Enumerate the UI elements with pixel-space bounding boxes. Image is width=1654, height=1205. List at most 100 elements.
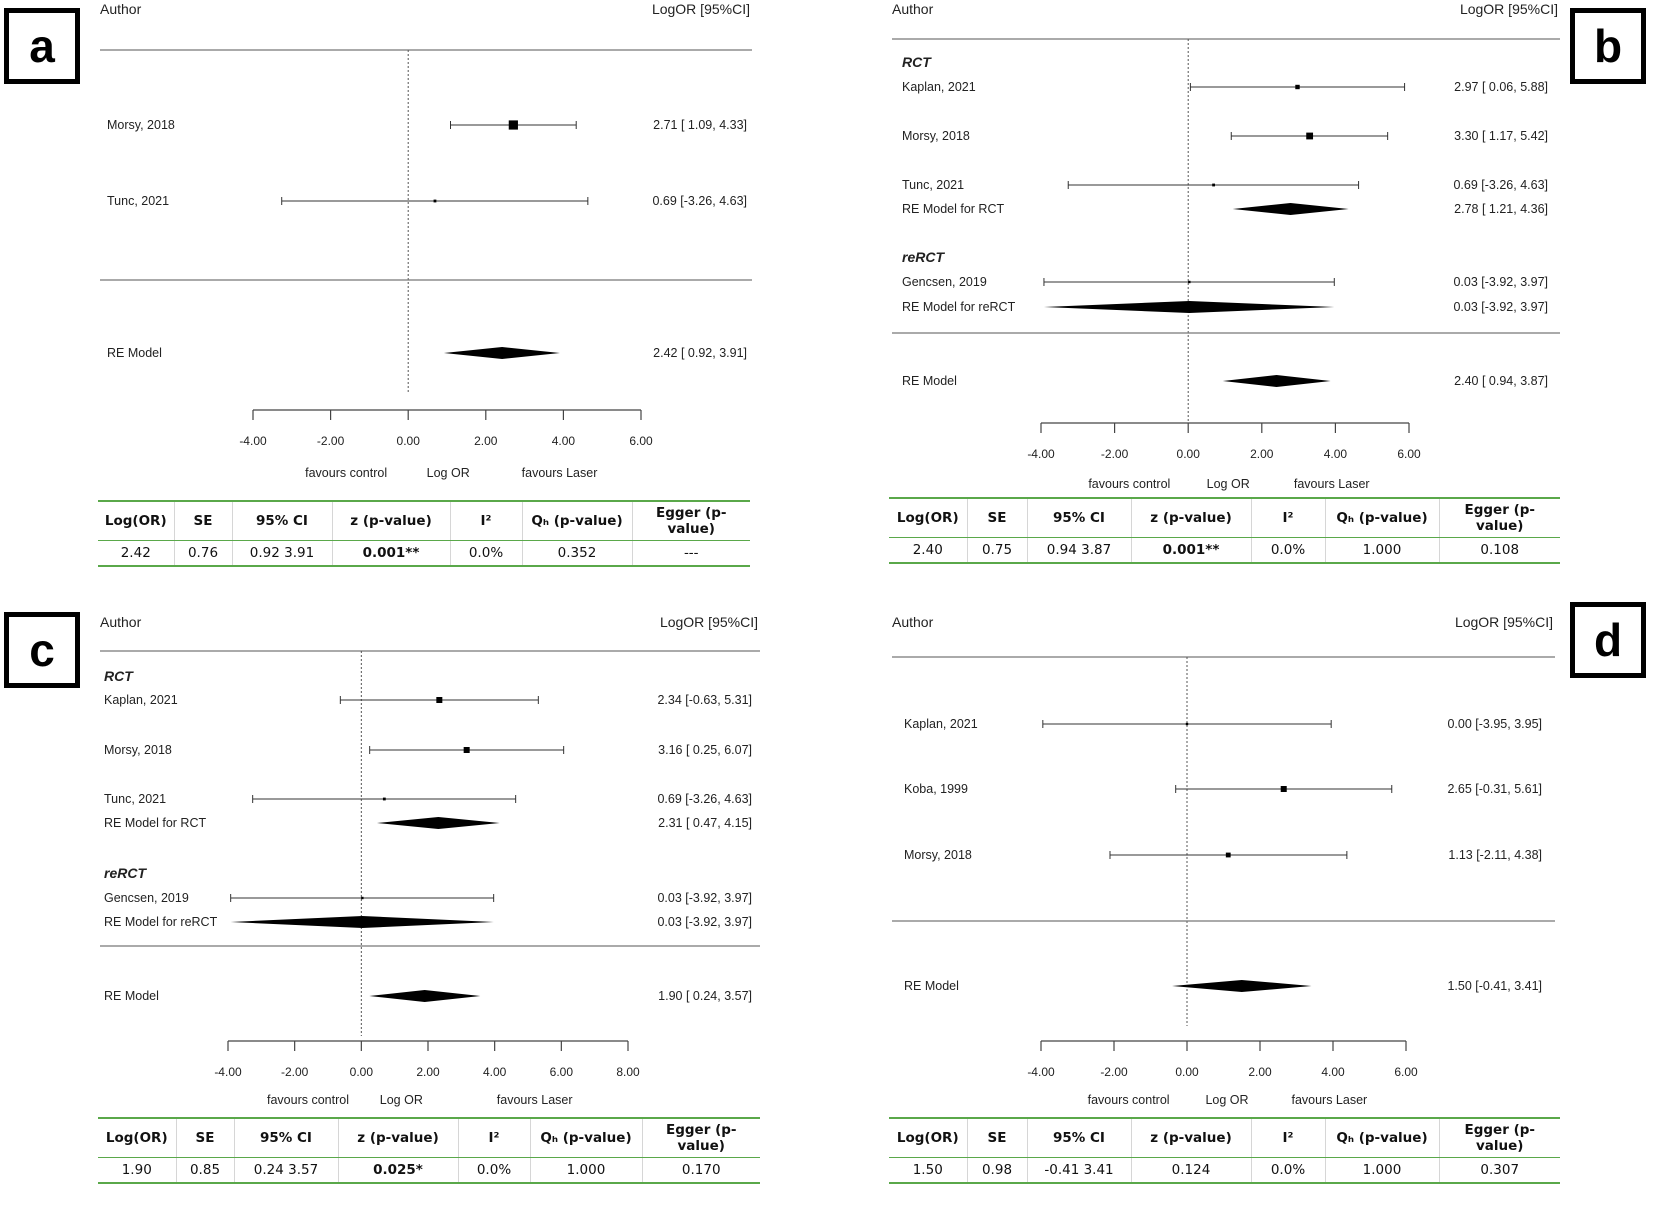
i2-value: 0.0% (1250, 537, 1325, 564)
panel-c-row-2-estimate-text: 3.16 [ 0.25, 6.07] (658, 743, 752, 757)
panel-c-row-7-summary-diamond (230, 916, 494, 928)
panel-b-row-0-group-label: RCT (902, 54, 932, 70)
col-header-egger: Egger (p-value) (1438, 1117, 1560, 1158)
panel-c-tick-label-1: -2.00 (281, 1065, 309, 1079)
col-header-qh: Qₕ (p-value) (529, 1117, 642, 1158)
panel-a-tick-label-5: 6.00 (629, 434, 653, 448)
qh-value: 1.000 (529, 1157, 642, 1184)
panel-d-row-2-point-estimate (1225, 852, 1231, 858)
col-header-z: z (p-value) (337, 1117, 458, 1158)
panel-a-tick-label-4: 4.00 (552, 434, 576, 448)
logor-value: 2.42 (98, 540, 174, 567)
egger-value: 0.170 (641, 1157, 760, 1184)
panel-b-row-9-summary-label: RE Model (902, 374, 957, 388)
i2-value: 0.0% (457, 1157, 530, 1184)
col-header-se: SE (175, 1117, 234, 1158)
se-value: 0.76 (173, 540, 232, 567)
panel-d-tick-label-2: 0.00 (1175, 1065, 1199, 1079)
panel-a-axis-title: Log OR (427, 466, 470, 480)
panel-c-row-1-estimate-text: 2.34 [-0.63, 5.31] (657, 693, 752, 707)
panel-c-row-1-point-estimate (436, 697, 443, 703)
panel-a-row-3-summary-diamond (443, 347, 560, 359)
col-header-qh: Qₕ (p-value) (1324, 497, 1439, 538)
z-value: 0.124 (1130, 1157, 1251, 1184)
panel-d-stats-table: Log(OR) SE 95% CI z (p-value) I² Qₕ (p-v… (889, 1117, 1560, 1184)
panel-d-row-0-point-estimate (1185, 722, 1189, 726)
col-header-qh: Qₕ (p-value) (521, 500, 632, 541)
z-value: 0.025* (337, 1157, 458, 1184)
panel-b-stats-table: Log(OR) SE 95% CI z (p-value) I² Qₕ (p-v… (889, 497, 1560, 564)
panel-a-tick-label-2: 0.00 (397, 434, 421, 448)
col-header-logor: Log(OR) (98, 1117, 176, 1158)
panel-d-row-4-summary-diamond (1172, 980, 1312, 992)
panel-b-tick-label-1: -2.00 (1101, 447, 1129, 461)
panel-c-row-4-estimate-text: 2.31 [ 0.47, 4.15] (658, 816, 752, 830)
panel-a-tick-label-0: -4.00 (239, 434, 267, 448)
panel-a-row-3-estimate-text: 2.42 [ 0.92, 3.91] (653, 346, 747, 360)
panel-c-row-9-summary-label: RE Model (104, 989, 159, 1003)
panel-d-tick-label-3: 2.00 (1248, 1065, 1272, 1079)
panel-c-tick-label-0: -4.00 (214, 1065, 242, 1079)
panel-b-row-1-estimate-text: 2.97 [ 0.06, 5.88] (1454, 80, 1548, 94)
panel-c-stats-table: Log(OR) SE 95% CI z (p-value) I² Qₕ (p-v… (98, 1117, 760, 1184)
egger-value: 0.108 (1438, 537, 1560, 564)
panel-b-tick-label-0: -4.00 (1027, 447, 1055, 461)
panel-b-tick-label-3: 2.00 (1250, 447, 1274, 461)
panel-b-row-1-study-label: Kaplan, 2021 (902, 80, 976, 94)
panel-b-tick-label-4: 4.00 (1324, 447, 1348, 461)
panel-c-row-4-summary-diamond (377, 817, 500, 829)
panel-d-logor-header: LogOR [95%CI] (1455, 614, 1553, 630)
panel-b-row-2-study-label: Morsy, 2018 (902, 129, 970, 143)
col-header-ci: 95% CI (1026, 497, 1131, 538)
table-row: 2.40 0.75 0.94 3.87 0.001** 0.0% 1.000 0… (889, 537, 1560, 564)
egger-value: 0.307 (1438, 1157, 1560, 1184)
panel-b-row-4-summary-label: RE Model for RCT (902, 202, 1004, 216)
panel-d-tick-label-0: -4.00 (1027, 1065, 1055, 1079)
panel-d-row-0-estimate-text: 0.00 [-3.95, 3.95] (1447, 717, 1542, 731)
panel-a-row-3-summary-label: RE Model (107, 346, 162, 360)
panel-a-stats-table: Log(OR) SE 95% CI z (p-value) I² Qₕ (p-v… (98, 500, 750, 567)
col-header-ci: 95% CI (231, 500, 332, 541)
col-header-logor: Log(OR) (889, 1117, 967, 1158)
ci-value: 0.24 3.57 (233, 1157, 338, 1184)
col-header-ci: 95% CI (233, 1117, 338, 1158)
panel-a-row-1-study-label: Tunc, 2021 (107, 194, 169, 208)
panel-c-row-3-study-label: Tunc, 2021 (104, 792, 166, 806)
table-row: 1.50 0.98 -0.41 3.41 0.124 0.0% 1.000 0.… (889, 1157, 1560, 1184)
panel-a-logor-header: LogOR [95%CI] (652, 1, 750, 17)
panel-c-row-6-study-label: Gencsen, 2019 (104, 891, 189, 905)
col-header-logor: Log(OR) (98, 500, 174, 541)
panel-d-tick-label-5: 6.00 (1394, 1065, 1418, 1079)
panel-b-favours-laser-label: favours Laser (1294, 477, 1370, 491)
z-value: 0.001** (331, 540, 450, 567)
panel-d-label: d (1570, 602, 1646, 678)
panel-c-favours-laser-label: favours Laser (497, 1093, 573, 1107)
col-header-i2: I² (449, 500, 522, 541)
col-header-logor: Log(OR) (889, 497, 967, 538)
col-header-se: SE (173, 500, 232, 541)
panel-d-tick-label-1: -2.00 (1100, 1065, 1128, 1079)
panel-c-row-3-estimate-text: 0.69 [-3.26, 4.63] (657, 792, 752, 806)
panel-c-row-0-group-label: RCT (104, 668, 134, 684)
panel-b-row-9-estimate-text: 2.40 [ 0.94, 3.87] (1454, 374, 1548, 388)
panel-a-row-0-estimate-text: 2.71 [ 1.09, 4.33] (653, 118, 747, 132)
panel-c-row-2-point-estimate (463, 747, 470, 753)
panel-b-row-4-estimate-text: 2.78 [ 1.21, 4.36] (1454, 202, 1548, 216)
panel-b-row-1-point-estimate (1295, 84, 1300, 90)
col-header-z: z (p-value) (1130, 497, 1251, 538)
col-header-i2: I² (1250, 1117, 1325, 1158)
col-header-egger: Egger (p-value) (631, 500, 750, 541)
panel-a-row-1-point-estimate (433, 199, 437, 203)
panel-b-row-2-estimate-text: 3.30 [ 1.17, 5.42] (1454, 129, 1548, 143)
panel-d-row-0-study-label: Kaplan, 2021 (904, 717, 978, 731)
panel-b-row-9-summary-diamond (1222, 375, 1331, 387)
ci-value: 0.92 3.91 (231, 540, 332, 567)
panel-c-tick-label-5: 6.00 (550, 1065, 574, 1079)
panel-c-row-6-point-estimate (361, 896, 364, 900)
panel-d-row-4-estimate-text: 1.50 [-0.41, 3.41] (1447, 979, 1542, 993)
panel-a-row-0-study-label: Morsy, 2018 (107, 118, 175, 132)
panel-b-label: b (1570, 8, 1646, 84)
panel-d-favours-control-label: favours control (1088, 1093, 1170, 1107)
egger-value: --- (631, 540, 750, 567)
